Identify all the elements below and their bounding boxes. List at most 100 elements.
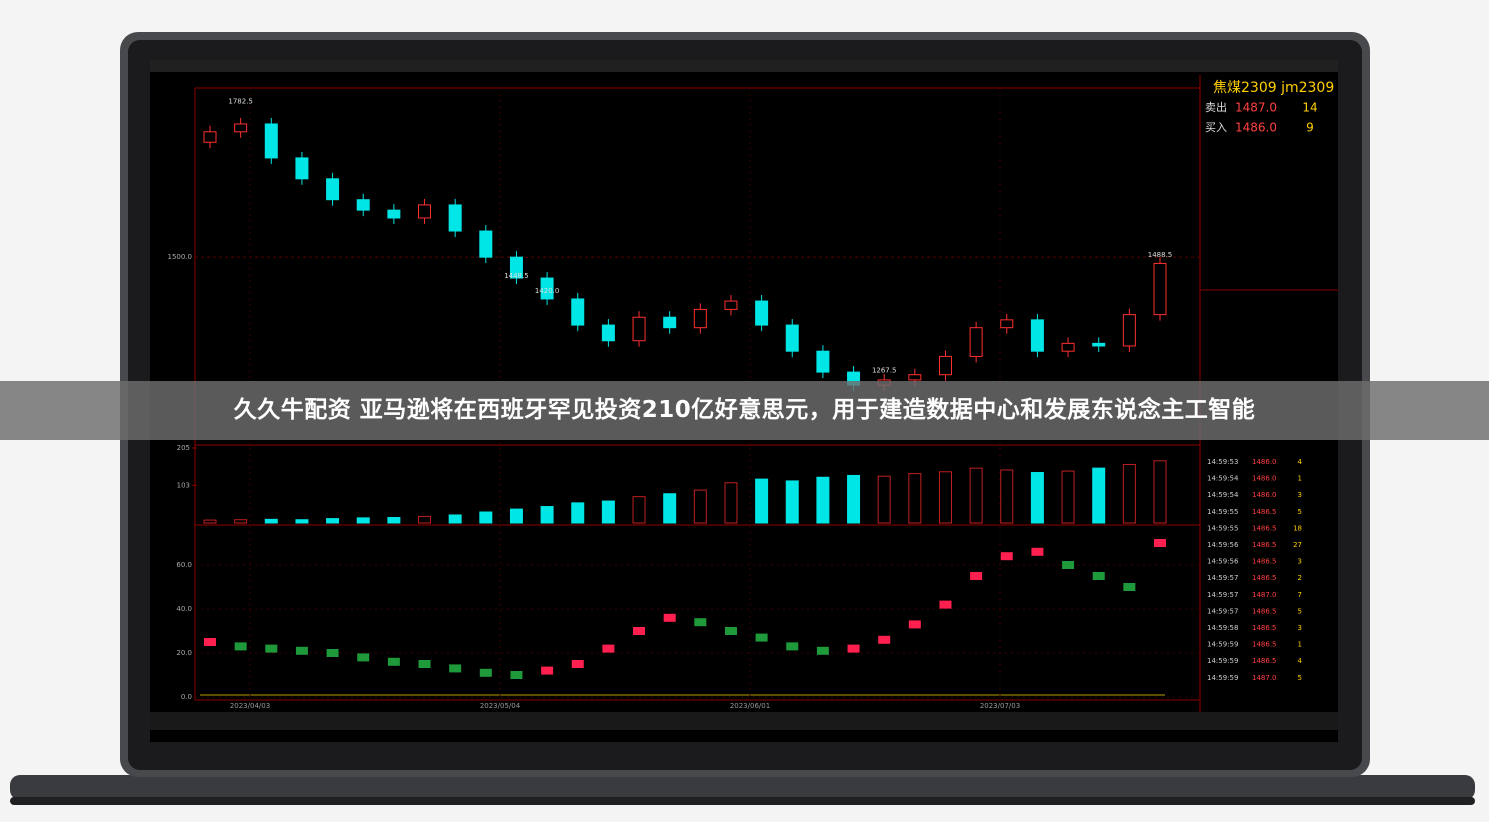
candle-body: [816, 350, 830, 373]
trade-time: 14:59:59: [1207, 657, 1238, 665]
indicator-mark: [755, 633, 768, 642]
candle-body: [1153, 262, 1167, 316]
laptop-base-edge: [10, 797, 1475, 805]
volume-bar: [969, 467, 983, 524]
volume-bar: [540, 506, 554, 524]
volume-bar: [356, 517, 370, 524]
volume-bar: [785, 480, 799, 524]
indicator-mark: [1031, 547, 1044, 556]
indicator-mark: [265, 644, 278, 653]
volume-bar: [387, 517, 401, 524]
candle-body: [724, 300, 738, 310]
trade-price: 1486.5: [1252, 641, 1277, 649]
candle-body: [632, 316, 646, 342]
candle-body: [571, 298, 585, 326]
candle-body: [387, 209, 401, 219]
volume-bar: [847, 474, 861, 524]
quote-price: 1487.0: [1235, 101, 1277, 115]
candle-body: [234, 123, 248, 133]
indicator-mark: [939, 600, 952, 609]
candle-body: [785, 324, 799, 352]
volume-bar: [203, 519, 217, 524]
volume-bar: [1000, 469, 1014, 524]
trade-volume: 2: [1298, 574, 1302, 582]
indicator-mark: [571, 660, 584, 668]
volume-bar: [326, 518, 340, 524]
candle-body: [601, 324, 615, 342]
indicator-mark: [847, 644, 860, 653]
volume-bar: [1153, 460, 1167, 524]
candle-body: [479, 230, 493, 258]
trade-volume: 4: [1298, 458, 1303, 466]
indicator-mark: [357, 653, 370, 662]
volume-bar: [632, 496, 646, 524]
candle-body: [540, 277, 554, 300]
quote-price: 1486.0: [1235, 121, 1277, 135]
trade-volume: 3: [1298, 624, 1302, 632]
candle-body: [663, 316, 677, 329]
volume-bar: [601, 500, 615, 524]
indicator-mark: [418, 660, 431, 668]
candle-body: [1030, 319, 1044, 352]
price-annotation: 1488.5: [1148, 251, 1173, 259]
indicator-mark: [449, 664, 462, 673]
price-annotation: 1420.0: [535, 287, 560, 295]
candle-body: [938, 355, 952, 376]
trade-price: 1486.5: [1252, 558, 1277, 566]
volume-bar: [877, 475, 891, 524]
trade-price: 1486.0: [1252, 491, 1277, 499]
candle-body: [326, 178, 340, 201]
volume-bar: [571, 502, 585, 524]
candle-body: [295, 157, 309, 180]
volume-bar: [663, 493, 677, 524]
x-tick-label: 2023/05/04: [480, 702, 521, 710]
candle-body: [693, 308, 707, 329]
indicator-mark: [510, 671, 523, 679]
trade-time: 14:59:58: [1207, 624, 1238, 632]
volume-bar: [1122, 463, 1136, 524]
candle-body: [509, 256, 523, 279]
candle-body: [1061, 342, 1075, 352]
volume-bar: [938, 471, 952, 524]
x-tick-label: 2023/06/01: [730, 702, 770, 710]
volume-bar: [1030, 472, 1044, 524]
quote-label: 卖出: [1205, 100, 1227, 114]
indicator-mark: [663, 613, 676, 622]
trade-time: 14:59:56: [1207, 558, 1239, 566]
candle-body: [448, 204, 462, 232]
candle-body: [418, 204, 432, 219]
quote-volume: 14: [1302, 101, 1317, 115]
volume-bar: [816, 476, 830, 524]
trade-volume: 1: [1298, 641, 1302, 649]
y-tick-label: 1500.0: [168, 253, 193, 261]
y-tick-label: 0.0: [181, 693, 192, 701]
trade-time: 14:59:57: [1207, 607, 1238, 615]
x-tick-label: 2023/07/03: [980, 702, 1020, 710]
quote-title: 焦煤2309 jm2309: [1213, 80, 1334, 96]
candle-body: [755, 300, 769, 326]
trade-time: 14:59:55: [1207, 508, 1238, 516]
indicator-mark: [908, 620, 921, 629]
volume-bar: [908, 473, 922, 524]
laptop-base: [10, 775, 1475, 800]
price-annotation: 1448.5: [504, 272, 529, 280]
indicator-mark: [694, 618, 707, 627]
trade-price: 1486.5: [1252, 574, 1277, 582]
trade-price: 1486.5: [1252, 657, 1277, 665]
price-annotation: 1782.5: [228, 98, 253, 106]
trade-time: 14:59:54: [1207, 491, 1239, 499]
indicator-mark: [387, 657, 400, 666]
volume-bar: [693, 489, 707, 524]
indicator-mark: [204, 638, 216, 646]
volume-bar: [448, 514, 462, 524]
trade-price: 1486.0: [1252, 458, 1277, 466]
y-tick-label: 205: [177, 444, 190, 452]
indicator-mark: [816, 646, 829, 655]
trade-volume: 3: [1298, 491, 1302, 499]
trade-time: 14:59:57: [1207, 591, 1238, 599]
trade-volume: 7: [1298, 591, 1302, 599]
candle-body: [1122, 314, 1136, 347]
trade-price: 1486.5: [1252, 624, 1277, 632]
y-tick-label: 103: [177, 481, 190, 489]
